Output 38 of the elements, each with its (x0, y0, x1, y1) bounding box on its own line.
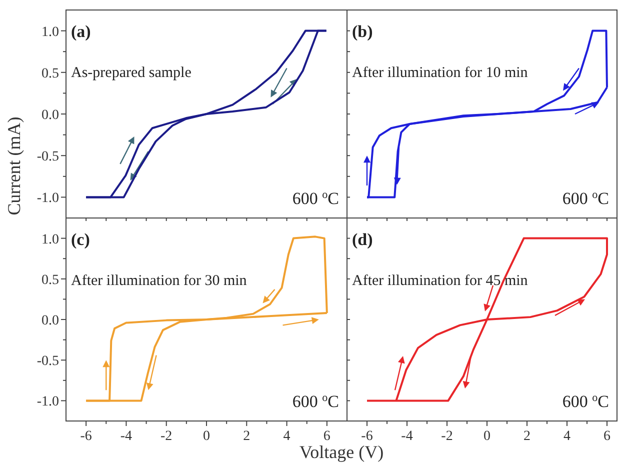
y-tick-label: 0.0 (42, 108, 59, 123)
annotation: After illumination for 45 min (352, 273, 528, 289)
annotation: (a) (71, 22, 91, 41)
annotation: (c) (71, 230, 90, 249)
x-tick-label: -6 (361, 429, 373, 444)
x-tick-label: -4 (401, 429, 413, 444)
y-tick-label: -0.5 (36, 150, 59, 165)
annotation: (d) (352, 230, 373, 249)
y-axis-title: Current (mA) (4, 116, 24, 216)
y-tick-label: -1.0 (36, 191, 59, 206)
y-tick-label: 0.5 (42, 272, 59, 288)
x-tick-label: 4 (283, 429, 290, 444)
x-tick-label: -2 (160, 429, 172, 444)
x-tick-label: 0 (484, 429, 490, 444)
annotation: After illumination for 30 min (71, 273, 248, 289)
x-tick-label: 2 (524, 429, 530, 444)
y-tick-label: 0.0 (42, 314, 59, 328)
annotation: 600 $^{o}$C (292, 392, 339, 411)
x-tick-label: 6 (323, 429, 330, 444)
annotation: After illumination for 10 min (352, 65, 528, 81)
annotation: As-prepared sample (71, 65, 192, 81)
x-tick-label: -4 (120, 429, 132, 444)
y-tick-label: -1.0 (36, 394, 59, 410)
x-tick-label: -6 (80, 429, 92, 444)
annotation: 600 $^{o}$C (562, 392, 609, 411)
y-tick-label: 1.0 (42, 232, 59, 248)
annotation: 600 $^{o}$C (562, 189, 609, 208)
annotation: (b) (352, 22, 373, 41)
x-tick-label: 6 (604, 429, 610, 444)
x-tick-label: 4 (564, 429, 570, 444)
annotation: 600 $^{o}$C (292, 189, 339, 208)
x-tick-label: 0 (203, 429, 210, 444)
y-tick-label: 1.0 (42, 24, 59, 40)
y-tick-label: -0.5 (36, 354, 59, 370)
x-tick-label: 2 (243, 429, 250, 444)
x-axis-title: Voltage (V) (299, 442, 384, 462)
x-tick-label: -2 (441, 429, 453, 444)
y-tick-label: 0.5 (42, 66, 59, 82)
